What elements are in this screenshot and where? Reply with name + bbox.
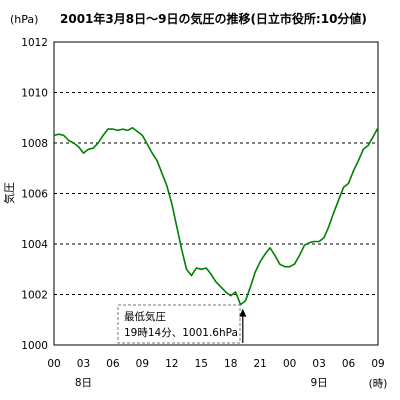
y-tick-label: 1006 [21, 189, 48, 201]
day-label-8: 8日 [75, 377, 92, 389]
x-tick-label: 00 [283, 358, 296, 370]
x-tick-label: 18 [224, 358, 237, 370]
min-pressure-annotation: 最低気圧 19時14分、1001.6hPa [117, 304, 247, 344]
y-tick-label: 1004 [21, 239, 48, 251]
annotation-box [117, 304, 241, 344]
x-tick-label: 03 [77, 358, 90, 370]
y-tick-label: 1012 [21, 37, 48, 49]
series-layer [53, 127, 379, 306]
x-tick-label: 21 [253, 358, 266, 370]
y-tick-label: 1010 [21, 88, 48, 100]
x-tick-label: 00 [47, 358, 60, 370]
y-axis-ticks: 1000 1002 1004 1006 1008 1010 1012 [21, 37, 48, 352]
day-label-9: 9日 [310, 377, 327, 389]
x-tick-label: 09 [371, 358, 384, 370]
pressure-line [53, 127, 379, 306]
y-unit-label: (hPa) [10, 13, 38, 26]
x-tick-label: 06 [106, 358, 120, 370]
annotation-line1: 最低気圧 [124, 310, 166, 323]
plot-area [53, 41, 379, 346]
y-tick-label: 1002 [21, 290, 48, 302]
x-tick-label: 03 [312, 358, 325, 370]
y-axis-label: 気圧 [2, 182, 16, 204]
x-axis-ticks: 00 03 06 09 12 15 18 21 00 03 06 09 [47, 358, 384, 370]
x-tick-label: 12 [165, 358, 178, 370]
chart-title: 2001年3月8日～9日の気圧の推移(日立市役所:10分値) [60, 11, 367, 26]
grid-lines [54, 92, 378, 295]
annotation-arrow-head [239, 308, 247, 317]
annotation-line2: 19時14分、1001.6hPa [124, 327, 238, 339]
x-unit-label: (時) [369, 378, 388, 390]
x-tick-label: 09 [136, 358, 149, 370]
x-tick-label: 15 [195, 358, 208, 370]
y-tick-label: 1008 [21, 138, 48, 150]
y-tick-label: 1000 [21, 340, 48, 352]
x-tick-label: 06 [342, 358, 356, 370]
